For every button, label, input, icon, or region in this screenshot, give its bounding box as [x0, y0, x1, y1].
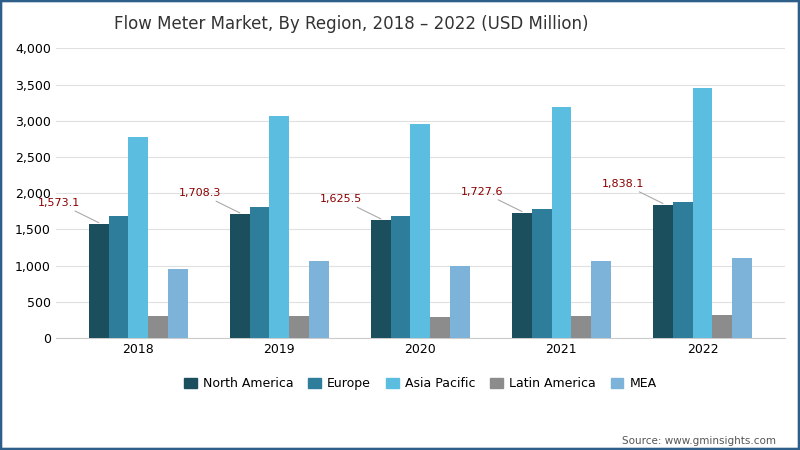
Text: Source: www.gminsights.com: Source: www.gminsights.com	[622, 436, 776, 446]
Bar	[591, 261, 610, 338]
Bar	[289, 316, 309, 338]
Text: 1,708.3: 1,708.3	[179, 189, 240, 213]
Bar	[673, 202, 693, 338]
Bar	[148, 316, 168, 338]
Bar	[109, 216, 128, 338]
Bar	[128, 137, 148, 338]
Bar	[551, 107, 571, 338]
Bar	[430, 317, 450, 338]
Bar	[571, 316, 591, 338]
Bar	[450, 266, 470, 338]
Bar	[693, 88, 712, 338]
Bar	[653, 205, 673, 338]
Text: 1,727.6: 1,727.6	[461, 187, 522, 212]
Text: 1,573.1: 1,573.1	[38, 198, 98, 223]
Bar	[168, 269, 188, 338]
Bar	[512, 213, 532, 338]
Bar	[250, 207, 270, 338]
Bar	[309, 261, 329, 338]
Bar	[89, 224, 109, 338]
Bar	[532, 209, 551, 338]
Bar	[270, 117, 289, 338]
Bar	[371, 220, 390, 338]
Bar	[732, 258, 752, 338]
Text: 1,838.1: 1,838.1	[602, 179, 663, 203]
Legend: North America, Europe, Asia Pacific, Latin America, MEA: North America, Europe, Asia Pacific, Lat…	[179, 373, 662, 396]
Text: 1,625.5: 1,625.5	[320, 194, 381, 219]
Bar	[712, 315, 732, 338]
Text: Flow Meter Market, By Region, 2018 – 2022 (USD Million): Flow Meter Market, By Region, 2018 – 202…	[114, 15, 589, 33]
Bar	[410, 124, 430, 338]
Bar	[230, 214, 250, 338]
Bar	[390, 216, 410, 338]
